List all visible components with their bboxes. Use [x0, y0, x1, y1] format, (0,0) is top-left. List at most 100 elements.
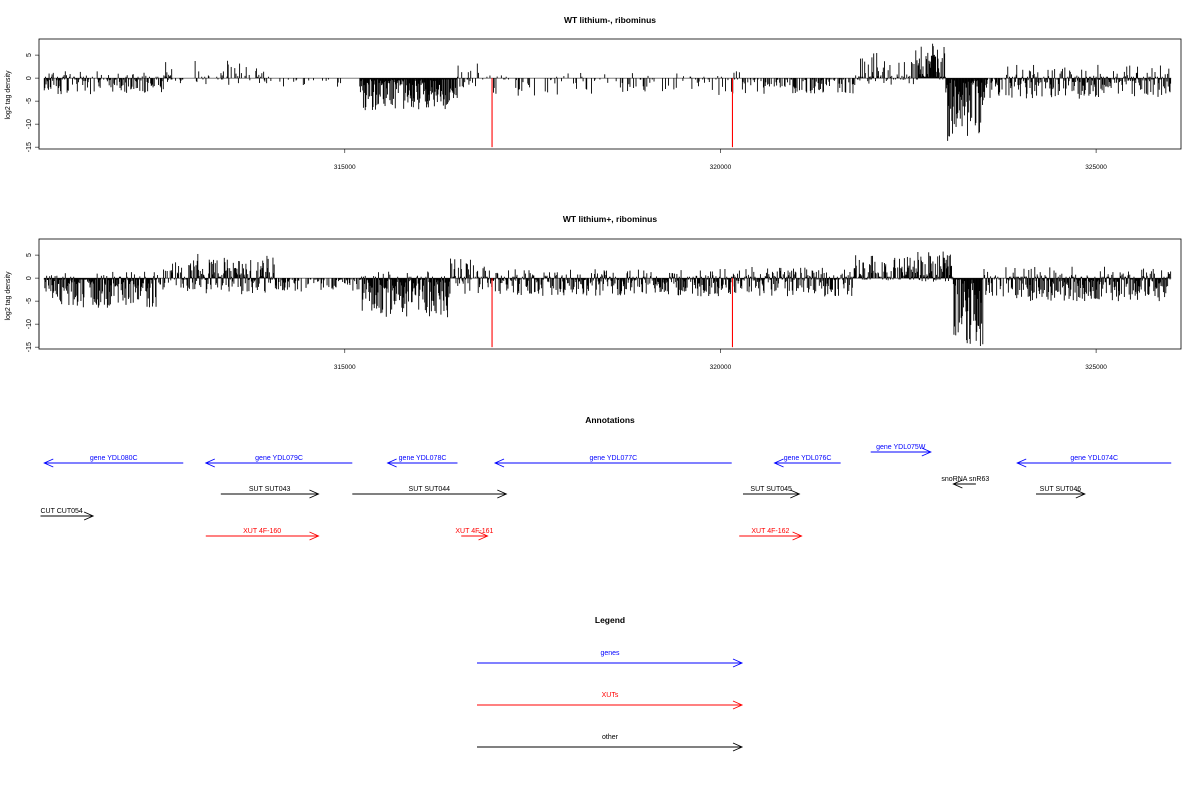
legend-item: XUTs [477, 692, 744, 710]
arrow-head [309, 489, 320, 499]
y-tick-label: -5 [26, 298, 33, 304]
arrow-head [478, 531, 489, 541]
region-bars [487, 268, 743, 297]
annotation-label: SUT SUT043 [249, 486, 291, 493]
region-bars [742, 267, 856, 297]
annotation-feature: gene YDL076C [773, 455, 841, 468]
y-tick-label: 5 [26, 253, 33, 257]
arrow-head [493, 458, 505, 468]
x-tick-label: 325000 [1085, 364, 1107, 371]
annotation-feature: CUT CUT054 [40, 508, 95, 521]
annotation-features: gene YDL080C gene YDL079C gene YDL078C gene… [40, 444, 1172, 541]
annotations-track: Annotations gene YDL080C gene YDL079C gene… [40, 415, 1172, 541]
region-bars [1005, 64, 1172, 99]
region-bars [855, 255, 909, 281]
annotation-label: gene YDL079C [255, 455, 303, 462]
annotation-label: SUT SUT044 [409, 486, 451, 493]
arrow-head [732, 700, 744, 710]
annotation-feature: SUT SUT044 [352, 486, 508, 499]
region-bars [270, 78, 342, 87]
x-tick-label: 320000 [710, 364, 732, 371]
y-tick-label: -15 [26, 342, 33, 352]
panel-1-ylabel: log2 tag density [5, 70, 12, 120]
region-bars [983, 269, 1004, 297]
arrow-head [792, 531, 803, 541]
region-bars [489, 71, 743, 96]
annotation-feature: snoRNA snR63 [941, 476, 989, 489]
annotation-label: gene YDL080C [90, 455, 138, 462]
region-bars [945, 78, 984, 141]
arrow-head [386, 458, 397, 468]
region-bars [742, 78, 856, 94]
panel-2-axes: -15 -10 -5 0 5 315000 320000 325000 [26, 253, 1107, 371]
x-tick-label: 315000 [334, 364, 356, 371]
region-bars [43, 271, 158, 308]
annotation-label: XUT 4F-161 [455, 528, 493, 535]
y-tick-label: 5 [26, 53, 33, 57]
region-bars [171, 78, 184, 84]
region-bars [186, 253, 278, 295]
region-bars [907, 251, 954, 282]
legend-label: XUTs [602, 692, 619, 699]
region-bars [43, 71, 165, 95]
arrow-head [732, 742, 744, 752]
region-bars [457, 63, 488, 88]
annotation-feature: gene YDL077C [493, 455, 732, 468]
panel-1-plot-frame [38, 38, 1182, 150]
y-tick-label: 0 [26, 76, 33, 80]
annotation-feature: XUT 4F-160 [205, 528, 320, 541]
arrow-head [921, 447, 932, 457]
annotation-label: gene YDL078C [399, 455, 447, 462]
annotation-label: XUT 4F-162 [751, 528, 789, 535]
annotation-feature: gene YDL079C [204, 455, 353, 468]
legend-label: genes [600, 650, 620, 657]
annotation-label: SUT SUT046 [1040, 486, 1082, 493]
panel-lithium-minus: WT lithium-, ribominus log2 tag density … [5, 15, 1182, 171]
region-bars [277, 278, 360, 292]
annotation-feature: gene YDL078C [386, 455, 458, 468]
annotation-feature: XUT 4F-161 [455, 528, 493, 541]
panel-1-title: WT lithium-, ribominus [564, 15, 656, 25]
legend-item: other [477, 734, 744, 752]
panel-2-plot-frame [38, 238, 1182, 350]
arrow-head [1075, 489, 1086, 499]
x-tick-label: 325000 [1085, 164, 1107, 171]
panel-lithium-plus: WT lithium+, ribominus log2 tag density … [5, 214, 1182, 371]
annotation-feature: SUT SUT043 [220, 486, 320, 499]
arrow-head [952, 479, 963, 489]
arrow-head [309, 531, 320, 541]
arrow-head [497, 489, 508, 499]
y-tick-label: -5 [26, 98, 33, 104]
region-bars [915, 43, 946, 80]
panel-2-title: WT lithium+, ribominus [563, 214, 657, 224]
legend-title: Legend [595, 615, 625, 625]
annotation-label: gene YDL077C [590, 455, 638, 462]
arrow-head [43, 458, 54, 468]
region-bars [194, 60, 269, 85]
annotation-feature: gene YDL080C [43, 455, 184, 468]
x-tick-label: 320000 [710, 164, 732, 171]
legend: Legend genes XUTs other [477, 615, 744, 752]
panel-1-axes: -15 -10 -5 0 5 315000 320000 325000 [26, 53, 1107, 171]
annotation-feature: SUT SUT045 [742, 486, 801, 499]
legend-item: genes [477, 650, 744, 668]
legend-label: other [602, 734, 619, 741]
region-bars [1005, 266, 1172, 302]
annotation-label: snoRNA snR63 [941, 476, 989, 483]
legend-items: genes XUTs other [477, 650, 744, 752]
y-tick-label: -10 [26, 319, 33, 329]
annotation-label: SUT SUT045 [750, 486, 792, 493]
x-tick-label: 315000 [334, 164, 356, 171]
arrow-head [790, 489, 801, 499]
annotation-feature: SUT SUT046 [1035, 486, 1086, 499]
annotation-label: gene YDL074C [1070, 455, 1118, 462]
annotation-label: gene YDL075W [876, 444, 926, 451]
arrow-head [204, 458, 215, 468]
annotation-feature: gene YDL075W [870, 444, 932, 457]
annotation-label: gene YDL076C [784, 455, 832, 462]
panel-2-ylabel: log2 tag density [5, 271, 12, 321]
annotation-feature: XUT 4F-162 [739, 528, 803, 541]
annotation-label: XUT 4F-160 [243, 528, 281, 535]
y-tick-label: 0 [26, 276, 33, 280]
